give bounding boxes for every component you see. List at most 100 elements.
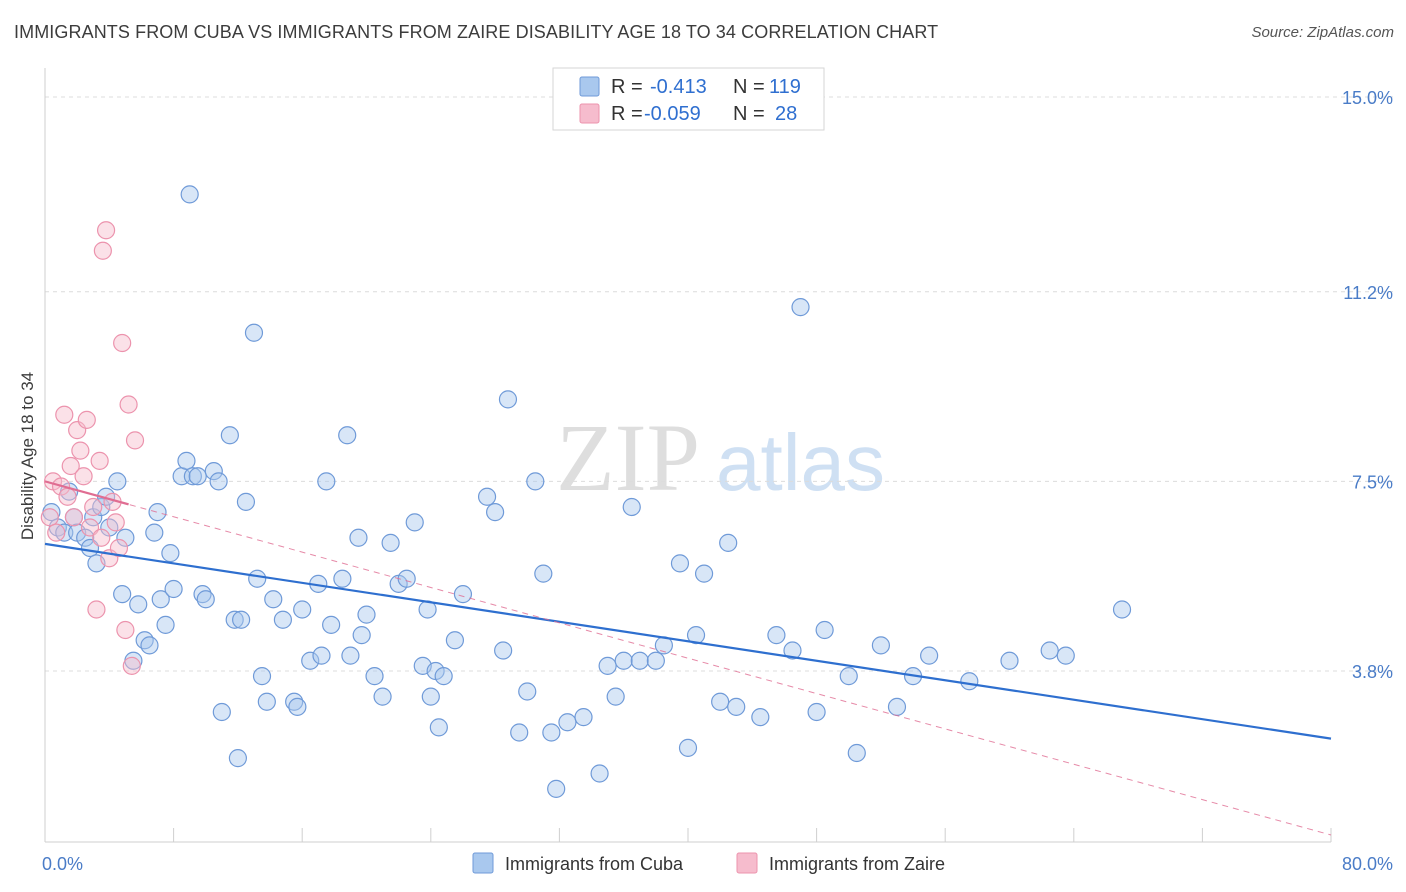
zaire-point-27 (125, 431, 145, 450)
cuba-point-36 (220, 426, 239, 445)
cuba-point-82 (534, 564, 553, 583)
cuba-point-66 (405, 513, 424, 532)
cuba-point-14 (113, 585, 132, 604)
cuba-point-75 (477, 487, 497, 506)
cuba-point-116 (1040, 641, 1059, 660)
series-cuba-points (42, 185, 1132, 798)
trend-lines (44, 480, 1332, 836)
cuba-point-72 (434, 667, 453, 686)
zaire-point-11 (77, 410, 96, 429)
cuba-point-115 (1000, 651, 1019, 670)
zaire-point-22 (109, 538, 129, 558)
x-tick-label-1: 80.0% (1342, 854, 1393, 874)
cuba-point-44 (257, 692, 276, 711)
cuba-point-84 (547, 779, 566, 798)
cuba-point-79 (510, 723, 529, 742)
cuba-point-46 (273, 610, 293, 629)
cuba-point-109 (847, 743, 866, 763)
cuba-point-18 (135, 631, 154, 650)
zaire-point-15 (90, 451, 109, 470)
zaire-point-26 (122, 656, 141, 675)
legend-label-zaire: Immigrants from Zaire (769, 854, 945, 874)
legend-label-cuba: Immigrants from Cuba (505, 854, 684, 874)
cuba-point-41 (244, 323, 264, 342)
cuba-point-22 (151, 590, 170, 609)
y-tick-label-2: 11.2% (1343, 283, 1393, 303)
cuba-point-90 (614, 651, 633, 670)
cuba-point-110 (871, 636, 891, 655)
gridlines (45, 96, 1395, 672)
stats-r-label-cuba: R = (611, 76, 643, 98)
cuba-point-104 (783, 641, 802, 660)
cuba-point-87 (590, 764, 609, 783)
cuba-point-34 (209, 472, 228, 491)
watermark-atlas: atlas (716, 418, 885, 507)
cuba-point-37 (225, 610, 244, 629)
y-tick-labels: 3.8% 7.5% 11.2% 15.0% (1342, 88, 1393, 682)
trend-line-cuba (44, 542, 1332, 740)
cuba-point-23 (156, 615, 175, 634)
y-axis-label: Disability Age 18 to 34 (18, 372, 37, 540)
chart-title: IMMIGRANTS FROM CUBA VS IMMIGRANTS FROM … (14, 22, 939, 42)
zaire-point-2 (47, 523, 66, 542)
stats-r-label-zaire: R = (611, 103, 643, 125)
stats-n-label-zaire: N = (733, 103, 765, 125)
cuba-point-108 (839, 667, 858, 686)
zaire-point-4 (55, 405, 74, 424)
zaire-point-6 (61, 456, 80, 476)
series-zaire-points (40, 221, 145, 675)
cuba-point-77 (494, 641, 513, 660)
cuba-point-24 (161, 544, 180, 563)
cuba-point-78 (498, 390, 518, 409)
cuba-point-61 (365, 667, 384, 686)
cuba-point-42 (248, 569, 267, 588)
zaire-point-24 (116, 620, 135, 640)
axes (44, 68, 1332, 843)
stats-n-value-zaire: 28 (775, 103, 797, 125)
cuba-point-103 (767, 626, 786, 645)
y-tick-label-0: 3.8% (1352, 662, 1393, 682)
zaire-point-0 (40, 508, 59, 527)
cuba-point-93 (646, 651, 665, 670)
cuba-point-97 (686, 626, 706, 645)
cuba-point-98 (694, 564, 714, 583)
y-tick-label-3: 15.0% (1342, 88, 1393, 108)
cuba-point-15 (116, 528, 135, 547)
zaire-point-25 (119, 395, 138, 414)
stats-r-value-cuba: -0.413 (650, 76, 707, 98)
cuba-point-57 (341, 646, 360, 665)
watermark: ZIP atlas (556, 404, 885, 511)
trend-line-zaire-extended (44, 480, 1332, 836)
legend-swatch-cuba (472, 852, 494, 874)
stats-box: R = -0.413 N = 119 R = -0.059 N = 28 (552, 67, 825, 131)
zaire-point-10 (74, 467, 93, 486)
cuba-point-69 (421, 687, 440, 706)
cuba-point-107 (815, 620, 834, 640)
cuba-point-71 (429, 718, 448, 737)
cuba-point-88 (598, 656, 617, 675)
legend-swatch-zaire (736, 852, 758, 874)
zaire-point-5 (58, 487, 77, 506)
cuba-point-47 (285, 692, 304, 711)
cuba-point-106 (807, 702, 826, 722)
zaire-point-13 (84, 497, 103, 517)
stats-n-label-cuba: N = (733, 76, 765, 98)
cuba-point-19 (140, 636, 159, 655)
cuba-point-95 (670, 554, 690, 573)
stats-n-value-cuba: 119 (769, 76, 801, 98)
legend: Immigrants from Cuba Immigrants from Zai… (472, 852, 945, 874)
zaire-point-9 (71, 441, 90, 460)
cuba-point-83 (542, 723, 561, 742)
cuba-point-76 (486, 503, 505, 522)
cuba-point-17 (129, 595, 148, 614)
zaire-point-17 (93, 241, 112, 260)
cuba-point-105 (791, 298, 810, 317)
cuba-point-100 (719, 533, 738, 552)
cuba-point-92 (630, 651, 649, 670)
cuba-point-118 (1112, 600, 1132, 619)
cuba-point-96 (678, 738, 698, 757)
cuba-point-43 (252, 667, 272, 686)
cuba-point-53 (317, 472, 336, 491)
cuba-point-117 (1056, 646, 1075, 665)
